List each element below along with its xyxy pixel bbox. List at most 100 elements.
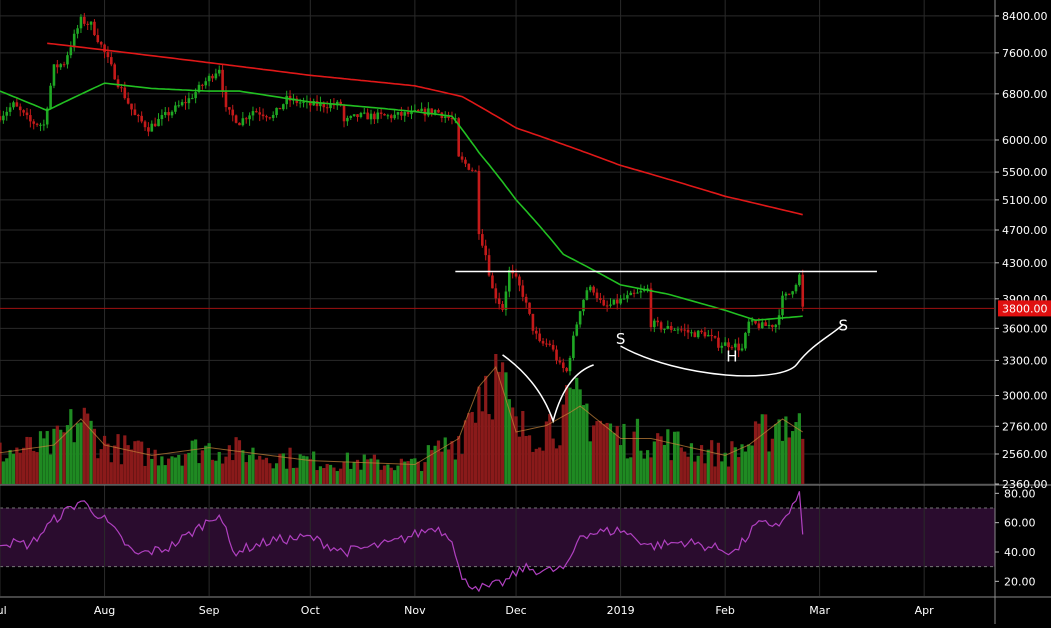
candle xyxy=(619,298,622,304)
volume-bar xyxy=(450,441,454,484)
volume-bar xyxy=(571,389,575,484)
volume-bar xyxy=(106,443,110,484)
candle xyxy=(447,116,450,119)
candle xyxy=(244,118,248,120)
volume-bar xyxy=(96,458,100,484)
candle xyxy=(120,87,123,89)
candle xyxy=(66,55,69,65)
price-tick-label: 6000.00 xyxy=(1002,134,1048,147)
volume-bar xyxy=(247,455,252,484)
volume-bar xyxy=(8,449,12,484)
time-tick-label: Nov xyxy=(404,604,426,617)
candle xyxy=(787,293,791,295)
price-tick-label: 2760.00 xyxy=(1002,420,1048,433)
volume-bar xyxy=(403,461,407,484)
candle xyxy=(599,298,602,300)
volume-bar xyxy=(500,362,505,484)
candle xyxy=(585,290,589,300)
candle xyxy=(69,47,73,56)
volume-bar xyxy=(386,464,390,484)
volume-bar xyxy=(69,409,73,484)
volume-bar xyxy=(318,466,323,484)
volume-bar xyxy=(92,428,97,484)
volume-bar xyxy=(801,438,805,484)
volume-bar xyxy=(568,387,572,484)
candle xyxy=(723,342,727,346)
volume-bar xyxy=(332,467,336,484)
volume-bar xyxy=(720,461,724,484)
candle xyxy=(737,343,740,351)
volume-bar xyxy=(605,422,609,484)
volume-bar xyxy=(170,456,174,484)
candle xyxy=(241,118,245,126)
volume-bar xyxy=(264,457,269,484)
candle xyxy=(298,102,302,104)
volume-bar xyxy=(689,443,694,484)
volume-bar xyxy=(608,423,613,484)
candle xyxy=(798,274,801,285)
candle xyxy=(690,332,693,334)
candle xyxy=(558,360,562,363)
candle xyxy=(386,115,390,117)
candle xyxy=(474,170,477,172)
volume-bar xyxy=(443,437,447,484)
volume-bar xyxy=(372,454,376,484)
volume-bar xyxy=(672,431,677,484)
candle xyxy=(410,110,413,115)
candle xyxy=(346,117,349,122)
volume-bar xyxy=(18,452,22,484)
volume-bar xyxy=(413,458,417,484)
volume-bar xyxy=(42,438,46,484)
volume-bar xyxy=(615,425,619,484)
candle xyxy=(676,329,680,331)
candle xyxy=(501,304,504,310)
candle xyxy=(396,112,400,115)
candle xyxy=(157,119,160,127)
volume-bar xyxy=(227,445,231,484)
candle xyxy=(194,92,197,99)
volume-group xyxy=(0,354,805,484)
rsi-line xyxy=(0,491,804,593)
candle xyxy=(255,111,258,113)
sma-long-line xyxy=(47,42,803,216)
candle xyxy=(221,69,224,92)
price-tick-label: 5100.00 xyxy=(1002,194,1048,207)
candle xyxy=(5,111,9,116)
candle xyxy=(362,112,366,114)
candle xyxy=(319,102,322,107)
candle xyxy=(555,349,558,361)
candle xyxy=(271,115,275,118)
volume-bar xyxy=(676,431,680,484)
volume-bar xyxy=(22,447,26,484)
volume-bar xyxy=(167,458,171,484)
volume-bar xyxy=(325,463,329,484)
candle xyxy=(25,112,29,116)
moving-averages-group xyxy=(0,42,995,322)
volume-bar xyxy=(126,445,130,484)
volume-bar xyxy=(116,434,120,484)
volume-bar xyxy=(470,411,474,484)
volume-bar xyxy=(457,436,461,484)
price-tick-label: 4700.00 xyxy=(1002,224,1048,237)
volume-bar xyxy=(713,466,717,484)
price-tick-label: 2360.00 xyxy=(1002,478,1048,491)
time-tick-label: Feb xyxy=(715,604,734,617)
v-bottom-arc xyxy=(502,354,594,424)
volume-bar xyxy=(575,377,579,484)
candle xyxy=(42,124,46,126)
candle xyxy=(565,368,568,372)
last-price-label: 3800.00 xyxy=(1002,302,1048,315)
volume-bar xyxy=(750,445,754,484)
candle xyxy=(238,122,241,126)
volume-bar xyxy=(436,440,441,484)
volume-bar xyxy=(32,450,36,484)
volume-bar xyxy=(737,457,741,484)
candle xyxy=(484,245,487,256)
candle xyxy=(89,21,93,25)
volume-bar xyxy=(291,467,296,484)
candle xyxy=(717,337,720,348)
candle xyxy=(2,115,5,121)
